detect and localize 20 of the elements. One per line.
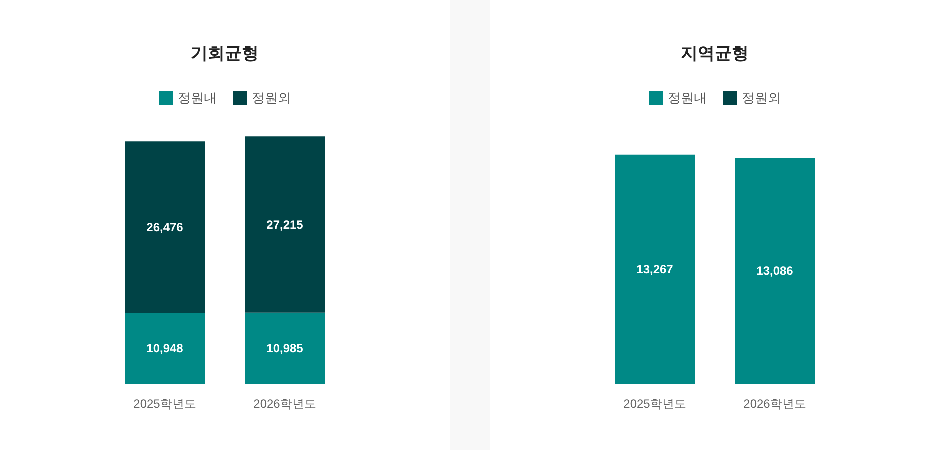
x-tick-label: 2026학년도 bbox=[254, 397, 316, 411]
data-label: 13,267 bbox=[636, 262, 674, 276]
data-label: 26,476 bbox=[146, 220, 184, 234]
legend-label: 정원외 bbox=[742, 90, 781, 106]
data-label: 10,948 bbox=[146, 342, 184, 356]
data-label: 10,985 bbox=[266, 341, 304, 356]
chart-title: 기회균형 bbox=[191, 44, 259, 63]
chart-title: 지역균형 bbox=[681, 44, 749, 63]
bar bbox=[125, 313, 205, 384]
legend-label: 정원내 bbox=[178, 90, 217, 106]
bar bbox=[125, 142, 205, 314]
x-tick-label: 2025학년도 bbox=[134, 397, 196, 411]
bar bbox=[245, 136, 325, 313]
x-tick-label: 2025학년도 bbox=[624, 397, 686, 411]
x-tick-label: 2026학년도 bbox=[744, 397, 806, 411]
legend-label: 정원내 bbox=[668, 90, 707, 106]
legend-label: 정원외 bbox=[252, 90, 291, 106]
data-label: 27,215 bbox=[266, 218, 304, 232]
data-label: 13,086 bbox=[756, 264, 794, 278]
bar bbox=[245, 312, 325, 384]
